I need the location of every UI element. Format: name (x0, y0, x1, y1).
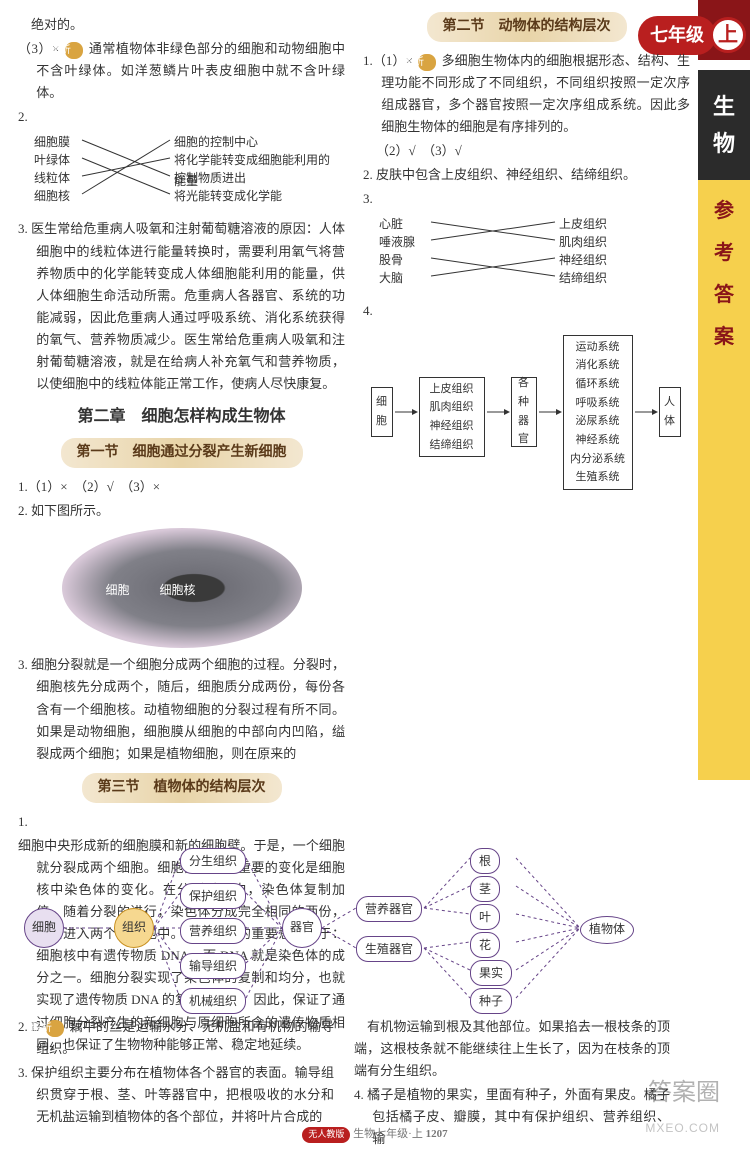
flow-systems: 运动系统 消化系统 循环系统 呼吸系统 泌尿系统 神经系统 内分泌系统 生殖系统 (563, 335, 633, 491)
item-number: 3. (363, 188, 690, 210)
section-header: 第一节 细胞通过分裂产生新细胞 (61, 438, 303, 468)
cross-match-diagram: 细胞膜 叶绿体 线粒体 细胞核 细胞的控制中心 将化学能转变成细胞能利用的能量 … (34, 132, 334, 212)
body-structure-flowchart: 细 胞 上皮组织 肌肉组织 神经组织 结缔组织 各 种 器 官 运动系统 消化系… (367, 327, 687, 497)
page-footer: 无人教版 生物七年级·上 1207 (0, 1125, 750, 1144)
text: 3. 医生常给危重病人吸氧和注射葡萄糖溶液的原因：人体细胞中的线粒体进行能量转换… (18, 218, 345, 395)
item-number: 2. (18, 106, 345, 128)
flow-cell: 细 胞 (371, 387, 393, 437)
answer-badge: 解析 (418, 54, 436, 71)
text: 绝对的。 (18, 14, 345, 36)
match-diagram: 心脏 唾液腺 股骨 大脑 上皮组织 肌肉组织 神经组织 结缔组织 (379, 214, 679, 294)
text: 1.（1）× （2）√ （3）× (18, 476, 345, 498)
text: （3）× 解析 通常植物体非绿色部分的细胞和动物细胞中不含叶绿体。如洋葱鳞片叶表… (18, 38, 345, 104)
answer-badge: 解析 (46, 1020, 64, 1037)
section-header: 第三节 植物体的结构层次 (82, 773, 282, 803)
chapter-title: 第二章 细胞怎样构成生物体 (18, 403, 345, 430)
watermark-url: MXEO.COM (645, 1118, 720, 1138)
text: 3. 细胞分裂就是一个细胞分成两个细胞的过程。分裂时，细胞核先分成两个，随后，细… (18, 654, 345, 764)
plant-structure-diagram: 细胞 组织 分生组织 保护组织 营养组织 输导组织 机械组织 器官 营养器官 生… (20, 838, 660, 1018)
text: （2）√ （3）√ (363, 140, 690, 162)
text: 2. 如下图所示。 (18, 500, 345, 522)
text: 2. 皮肤中包含上皮组织、神经组织、结缔组织。 (363, 164, 690, 186)
text: 1.（1）× 解析 多细胞生物体内的细胞根据形态、结构、生理功能不同形成了不同组… (363, 50, 690, 138)
text: 2. D 解析 藕中的丝是运输水分、无机盐和有机物的输导组织。 (18, 1016, 334, 1060)
flow-body: 人 体 (659, 387, 681, 437)
section-header: 第二节 动物体的结构层次 (427, 12, 627, 42)
flow-organs: 各 种 器 官 (511, 377, 537, 447)
text: 有机物运输到根及其他部位。如果掐去一根枝条的顶端，这根枝条就不能继续往上生长了，… (354, 1016, 670, 1082)
answer-badge: 解析 (65, 42, 83, 59)
text: 3. 保护组织主要分布在植物体各个器官的表面。输导组织贯穿于根、茎、叶等器官中，… (18, 1062, 334, 1128)
item-number: 4. (363, 300, 690, 322)
cell-diagram: 细胞 细胞核 (62, 528, 302, 648)
flow-tissues: 上皮组织 肌肉组织 神经组织 结缔组织 (419, 377, 485, 458)
item-number: 1. (18, 811, 345, 833)
watermark: 答案圈 (648, 1073, 720, 1114)
